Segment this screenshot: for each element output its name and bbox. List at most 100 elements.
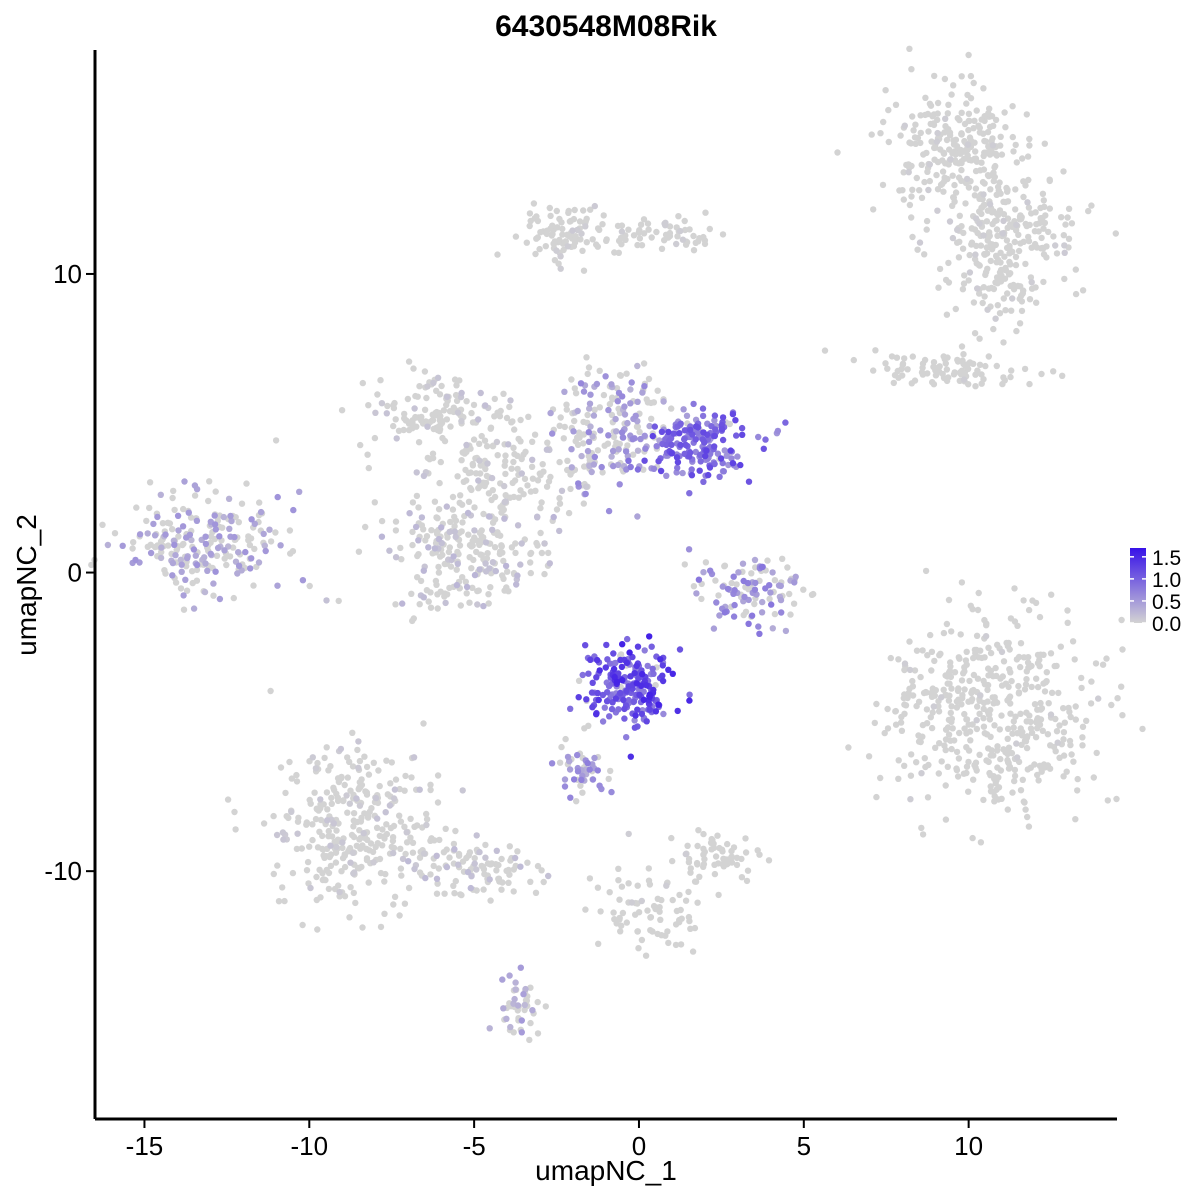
cell-point [682, 441, 689, 448]
cell-point [958, 343, 966, 350]
cell-point [309, 754, 316, 761]
cell-point [312, 765, 320, 772]
cell-point [293, 845, 301, 853]
cell-point [643, 682, 650, 689]
cell-point [615, 877, 622, 884]
cell-point [433, 875, 441, 882]
cell-point [610, 650, 617, 657]
cell-point [1060, 705, 1067, 712]
cell-point [706, 464, 714, 471]
cell-point [577, 782, 584, 789]
cell-point [997, 190, 1004, 197]
cell-point [574, 441, 582, 448]
cell-point [482, 479, 490, 487]
cell-point [748, 570, 755, 577]
cell-point [1063, 768, 1070, 775]
cell-point [665, 428, 672, 436]
cell-point [574, 226, 581, 234]
cell-point [983, 218, 991, 225]
cell-point [1011, 618, 1019, 625]
cell-point [968, 225, 975, 232]
cell-point [88, 561, 95, 569]
cell-point [594, 225, 602, 232]
cell-point [427, 786, 434, 794]
cell-point [631, 724, 639, 731]
cell-point [584, 370, 591, 378]
cell-point [262, 547, 269, 555]
cell-point [643, 718, 650, 725]
cell-point [502, 458, 509, 465]
cell-point [356, 836, 363, 843]
cell-point [660, 398, 667, 405]
cell-point [597, 908, 604, 915]
cell-point [965, 126, 972, 134]
cell-point [930, 120, 937, 127]
cell-point [951, 369, 958, 376]
cell-point [918, 161, 925, 168]
cell-point [756, 851, 763, 858]
cell-point [940, 149, 947, 156]
cell-point [963, 175, 971, 183]
cell-point [589, 236, 596, 243]
cell-point [381, 910, 388, 917]
cell-point [690, 232, 697, 240]
cell-point [524, 859, 531, 866]
cell-point [877, 774, 884, 782]
cell-point [696, 451, 704, 459]
cell-point [978, 371, 985, 378]
cell-point [407, 815, 414, 822]
cell-point [834, 149, 841, 156]
cell-point [580, 500, 587, 507]
cell-point [420, 567, 427, 574]
legend-tick-label: 0.0 [1152, 613, 1181, 636]
cell-point [645, 375, 653, 383]
cell-point [739, 560, 747, 567]
cell-point [613, 428, 620, 435]
cell-point [363, 845, 370, 853]
cell-point [756, 630, 763, 637]
cell-point [462, 578, 469, 585]
cell-point [677, 906, 684, 914]
cell-point [372, 409, 379, 416]
cell-point [1061, 719, 1069, 726]
cell-point [424, 454, 431, 462]
cell-point [885, 138, 892, 146]
cell-point [430, 862, 437, 870]
cell-point [293, 778, 301, 785]
cell-point [980, 796, 987, 804]
cell-point [1015, 689, 1023, 696]
cell-point [471, 860, 478, 867]
cell-point [655, 701, 662, 708]
cell-point [921, 755, 928, 762]
cell-point [523, 239, 530, 246]
cell-point [615, 446, 622, 453]
cell-point [1028, 279, 1035, 286]
cell-point [338, 407, 346, 414]
cell-point [424, 423, 431, 430]
cell-point [976, 124, 983, 132]
cell-point [367, 840, 375, 847]
cell-point [686, 697, 693, 704]
cell-point [412, 413, 419, 421]
cell-point [1027, 725, 1035, 732]
cell-point [920, 689, 928, 697]
cell-point [639, 670, 646, 678]
cell-point [216, 595, 224, 603]
cell-point [397, 845, 404, 852]
cell-point [679, 236, 687, 243]
cell-point [147, 549, 155, 557]
cell-point [588, 689, 596, 696]
cell-point [960, 280, 968, 287]
cell-point [529, 475, 537, 482]
cell-point [587, 423, 594, 430]
cell-point [390, 849, 397, 857]
cell-point [355, 548, 363, 555]
cell-point [791, 579, 798, 586]
cell-point [648, 415, 655, 422]
cell-point [641, 383, 648, 390]
cell-point [954, 226, 961, 233]
cell-point [496, 878, 503, 885]
cell-point [619, 909, 627, 917]
cell-point [594, 767, 601, 774]
cell-point [977, 692, 984, 699]
